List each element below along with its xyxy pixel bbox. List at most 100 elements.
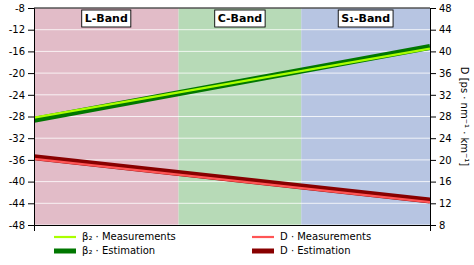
- series-line: [34, 47, 430, 120]
- tick-mark: [28, 51, 34, 52]
- axis-title: D [ps · nm⁻¹ · km⁻¹]: [459, 67, 470, 167]
- tick: 20: [430, 155, 452, 166]
- legend-swatch: [252, 236, 274, 238]
- tick-mark: [28, 30, 34, 31]
- tick-mark: [430, 51, 436, 52]
- tick: 16: [430, 176, 452, 187]
- grid-line: [34, 225, 430, 226]
- series-line: [34, 157, 430, 200]
- grid-line: [34, 203, 430, 204]
- tick-mark: [28, 225, 34, 226]
- tick-mark: [28, 182, 34, 183]
- tick-mark: [430, 73, 436, 74]
- tick-label: -32: [9, 133, 25, 144]
- tick-mark: [28, 8, 34, 9]
- legend-label: D · Estimation: [280, 245, 351, 256]
- y-axis-line: [28, 9, 35, 226]
- grid-line: [34, 94, 430, 95]
- tick-label: -20: [9, 68, 25, 79]
- y2-axis: 8 12 16 20 24 28 32 36 40 44 48: [430, 3, 452, 231]
- tick: 32: [430, 90, 452, 101]
- tick-mark: [28, 95, 34, 96]
- tick: -48: [9, 220, 34, 231]
- legend: β₂ · Measurements β₂ · Estimation D · Meas…: [54, 231, 371, 256]
- tick-label: -16: [9, 46, 25, 57]
- legend-item: β₂ · Estimation: [54, 245, 155, 256]
- band-label: C-Band: [218, 12, 262, 25]
- tick-mark: [430, 182, 436, 183]
- band-label-box: C-Band: [215, 10, 265, 27]
- tick-label: -24: [9, 90, 25, 101]
- tick: 12: [430, 198, 452, 209]
- legend-label: D · Measurements: [280, 231, 371, 242]
- band-label-box: L-Band: [82, 10, 131, 27]
- tick: -8: [15, 3, 34, 14]
- y2-axis-line: [431, 9, 437, 226]
- band-label-frame: [215, 10, 265, 27]
- tick: -28: [9, 111, 34, 122]
- band-label-frame: [338, 10, 393, 27]
- grid-line: [34, 116, 430, 117]
- tick: -44: [9, 198, 34, 209]
- tick-label: -36: [9, 155, 25, 166]
- grid-line: [34, 73, 430, 74]
- tick-label: 28: [439, 111, 452, 122]
- tick-mark: [430, 203, 436, 204]
- plot-frame: [34, 8, 430, 9]
- tick-mark: [28, 138, 34, 139]
- tick-mark: [430, 225, 436, 226]
- band-label-box: S₁-Band: [338, 10, 393, 27]
- band-label: S₁-Band: [341, 12, 390, 25]
- legend-swatch: [54, 236, 76, 238]
- grid-line: [34, 8, 430, 9]
- tick-label: 32: [439, 90, 452, 101]
- band-labels: L-Band C-Band S₁-Band: [82, 10, 393, 27]
- series-line: [34, 49, 430, 118]
- legend-swatch: [252, 249, 274, 254]
- legend-label: β₂ · Estimation: [82, 245, 155, 256]
- tick-mark: [430, 160, 436, 161]
- tick-mark: [430, 117, 436, 118]
- tick: -32: [9, 133, 34, 144]
- tick: -36: [9, 155, 34, 166]
- tick-label: 12: [439, 198, 452, 209]
- tick: -16: [9, 46, 34, 57]
- tick: 8: [430, 220, 445, 231]
- tick-label: 16: [439, 176, 452, 187]
- tick-label: 44: [439, 24, 452, 35]
- tick-label: -44: [9, 198, 25, 209]
- tick-mark: [28, 117, 34, 118]
- band-label-frame: [82, 10, 131, 27]
- tick-label: 48: [439, 3, 452, 14]
- grid-line: [34, 138, 430, 139]
- tick: 24: [430, 133, 452, 144]
- tick-mark: [430, 8, 436, 9]
- legend-item: D · Measurements: [252, 231, 371, 242]
- tick-label: 36: [439, 68, 452, 79]
- series-line: [34, 159, 430, 202]
- tick: -24: [9, 90, 34, 101]
- grid-line: [34, 51, 430, 52]
- tick: -40: [9, 176, 34, 187]
- tick: 36: [430, 68, 452, 79]
- band-label: L-Band: [85, 12, 128, 25]
- plot: -48 -44 -40 -36 -32 -28 -24 -20 -16 -12 -8 8 12 16 20 2…: [9, 3, 452, 231]
- tick-label: 8: [439, 220, 445, 231]
- tick-mark: [28, 160, 34, 161]
- y-axis: -48 -44 -40 -36 -32 -28 -24 -20 -16 -12 -8: [9, 3, 35, 231]
- tick-label: 24: [439, 133, 452, 144]
- grid-line: [34, 159, 430, 160]
- tick-label: -8: [15, 3, 25, 14]
- tick-label: -28: [9, 111, 25, 122]
- marks: [34, 8, 430, 225]
- tick-label: -40: [9, 176, 25, 187]
- tick-label: -12: [9, 24, 25, 35]
- tick: 40: [430, 46, 452, 57]
- legend-label: β₂ · Measurements: [82, 231, 176, 242]
- tick: 28: [430, 111, 452, 122]
- tick: -12: [9, 24, 34, 35]
- tick: 44: [430, 24, 452, 35]
- tick-mark: [28, 203, 34, 204]
- legend-item: β₂ · Measurements: [54, 231, 176, 242]
- tick-mark: [430, 95, 436, 96]
